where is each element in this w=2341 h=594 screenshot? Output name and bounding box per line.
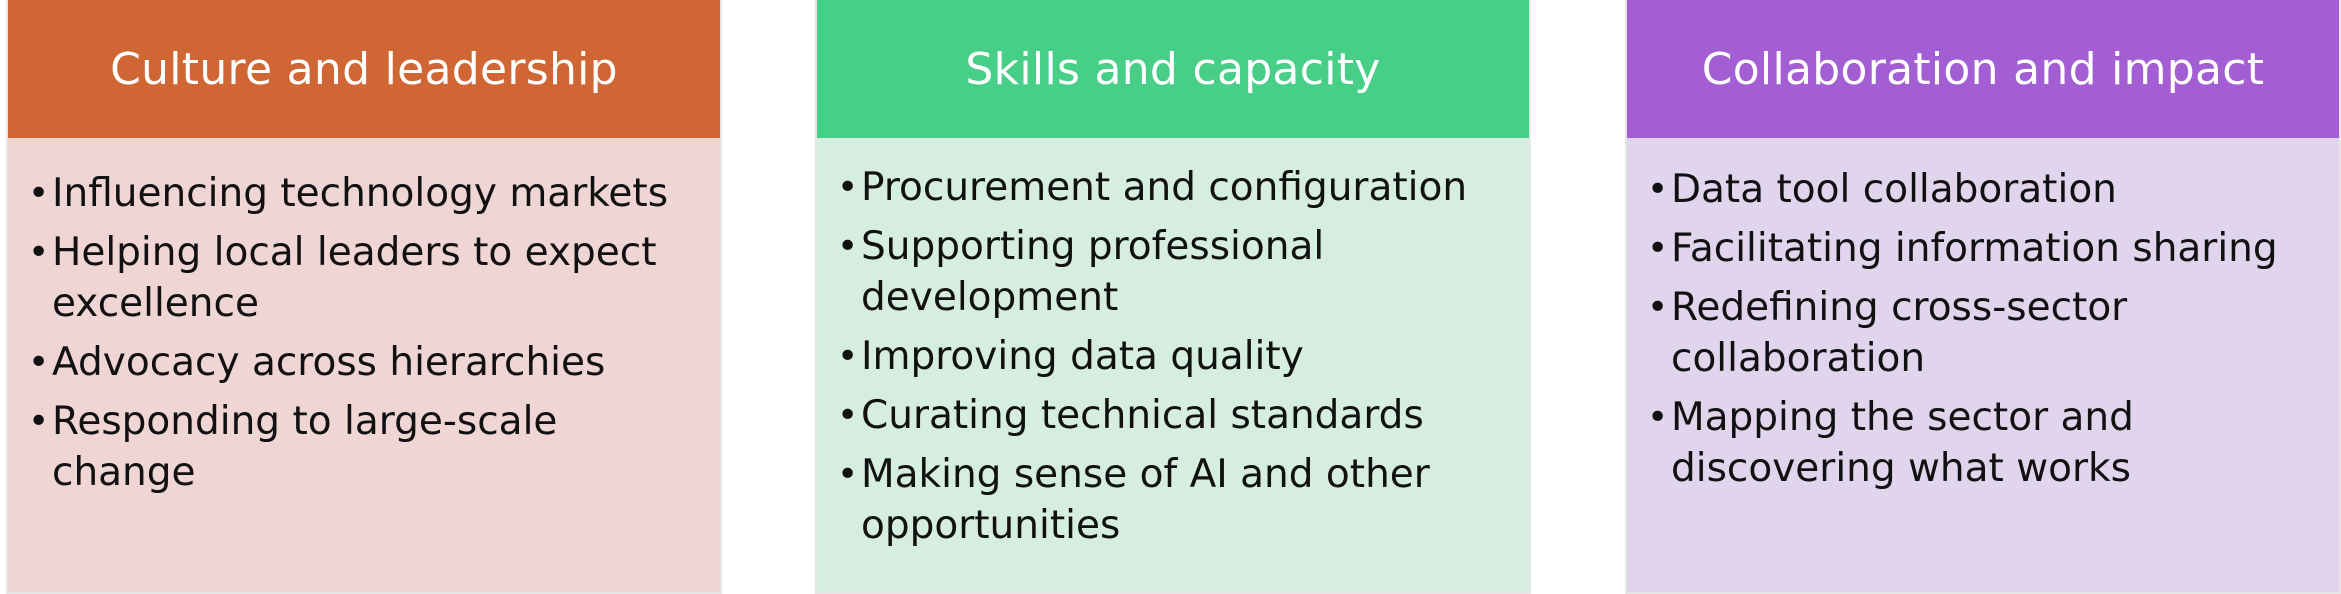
skills-capacity-card: Skills and capacity • Procurement and con… bbox=[815, 0, 1531, 594]
list-item: • Influencing technology markets bbox=[28, 168, 708, 219]
collaboration-impact-header: Collaboration and impact bbox=[1627, 0, 2339, 138]
bullet-icon: • bbox=[837, 449, 858, 500]
culture-leadership-body: • Influencing technology markets • Helping… bbox=[8, 138, 720, 592]
list-item: • Making sense of AI and other opportunit… bbox=[837, 449, 1517, 551]
collaboration-impact-list: • Data tool collaboration • Facilitating i… bbox=[1647, 164, 2327, 502]
bullet-icon: • bbox=[837, 390, 858, 441]
list-item: • Facilitating information sharing bbox=[1647, 223, 2327, 274]
list-item: • Mapping the sector and discovering what… bbox=[1647, 392, 2327, 494]
bullet-icon: • bbox=[28, 396, 49, 447]
list-item: • Redefining cross-sector collaboration bbox=[1647, 282, 2327, 384]
list-item: • Supporting professional development bbox=[837, 221, 1517, 323]
culture-leadership-list: • Influencing technology markets • Helping… bbox=[28, 168, 708, 506]
list-item: • Data tool collaboration bbox=[1647, 164, 2327, 215]
bullet-icon: • bbox=[1647, 392, 1668, 443]
bullet-icon: • bbox=[1647, 164, 1668, 215]
skills-capacity-list: • Procurement and configuration • Supporti… bbox=[837, 162, 1517, 559]
collaboration-impact-card: Collaboration and impact • Data tool coll… bbox=[1625, 0, 2341, 594]
skills-capacity-header: Skills and capacity bbox=[817, 0, 1529, 138]
skills-capacity-body: • Procurement and configuration • Supporti… bbox=[817, 138, 1529, 592]
bullet-icon: • bbox=[1647, 223, 1668, 274]
list-item: • Procurement and configuration bbox=[837, 162, 1517, 213]
bullet-icon: • bbox=[837, 162, 858, 213]
list-item: • Advocacy across hierarchies bbox=[28, 337, 708, 388]
culture-leadership-card: Culture and leadership • Influencing tech… bbox=[6, 0, 722, 594]
list-item: • Responding to large-scale change bbox=[28, 396, 708, 498]
bullet-icon: • bbox=[1647, 282, 1668, 333]
bullet-icon: • bbox=[28, 227, 49, 278]
list-item: • Curating technical standards bbox=[837, 390, 1517, 441]
collaboration-impact-body: • Data tool collaboration • Facilitating i… bbox=[1627, 138, 2339, 592]
culture-leadership-header: Culture and leadership bbox=[8, 0, 720, 138]
bullet-icon: • bbox=[28, 168, 49, 219]
bullet-icon: • bbox=[837, 221, 858, 272]
list-item: • Helping local leaders to expect excelle… bbox=[28, 227, 708, 329]
list-item: • Improving data quality bbox=[837, 331, 1517, 382]
bullet-icon: • bbox=[837, 331, 858, 382]
bullet-icon: • bbox=[28, 337, 49, 388]
